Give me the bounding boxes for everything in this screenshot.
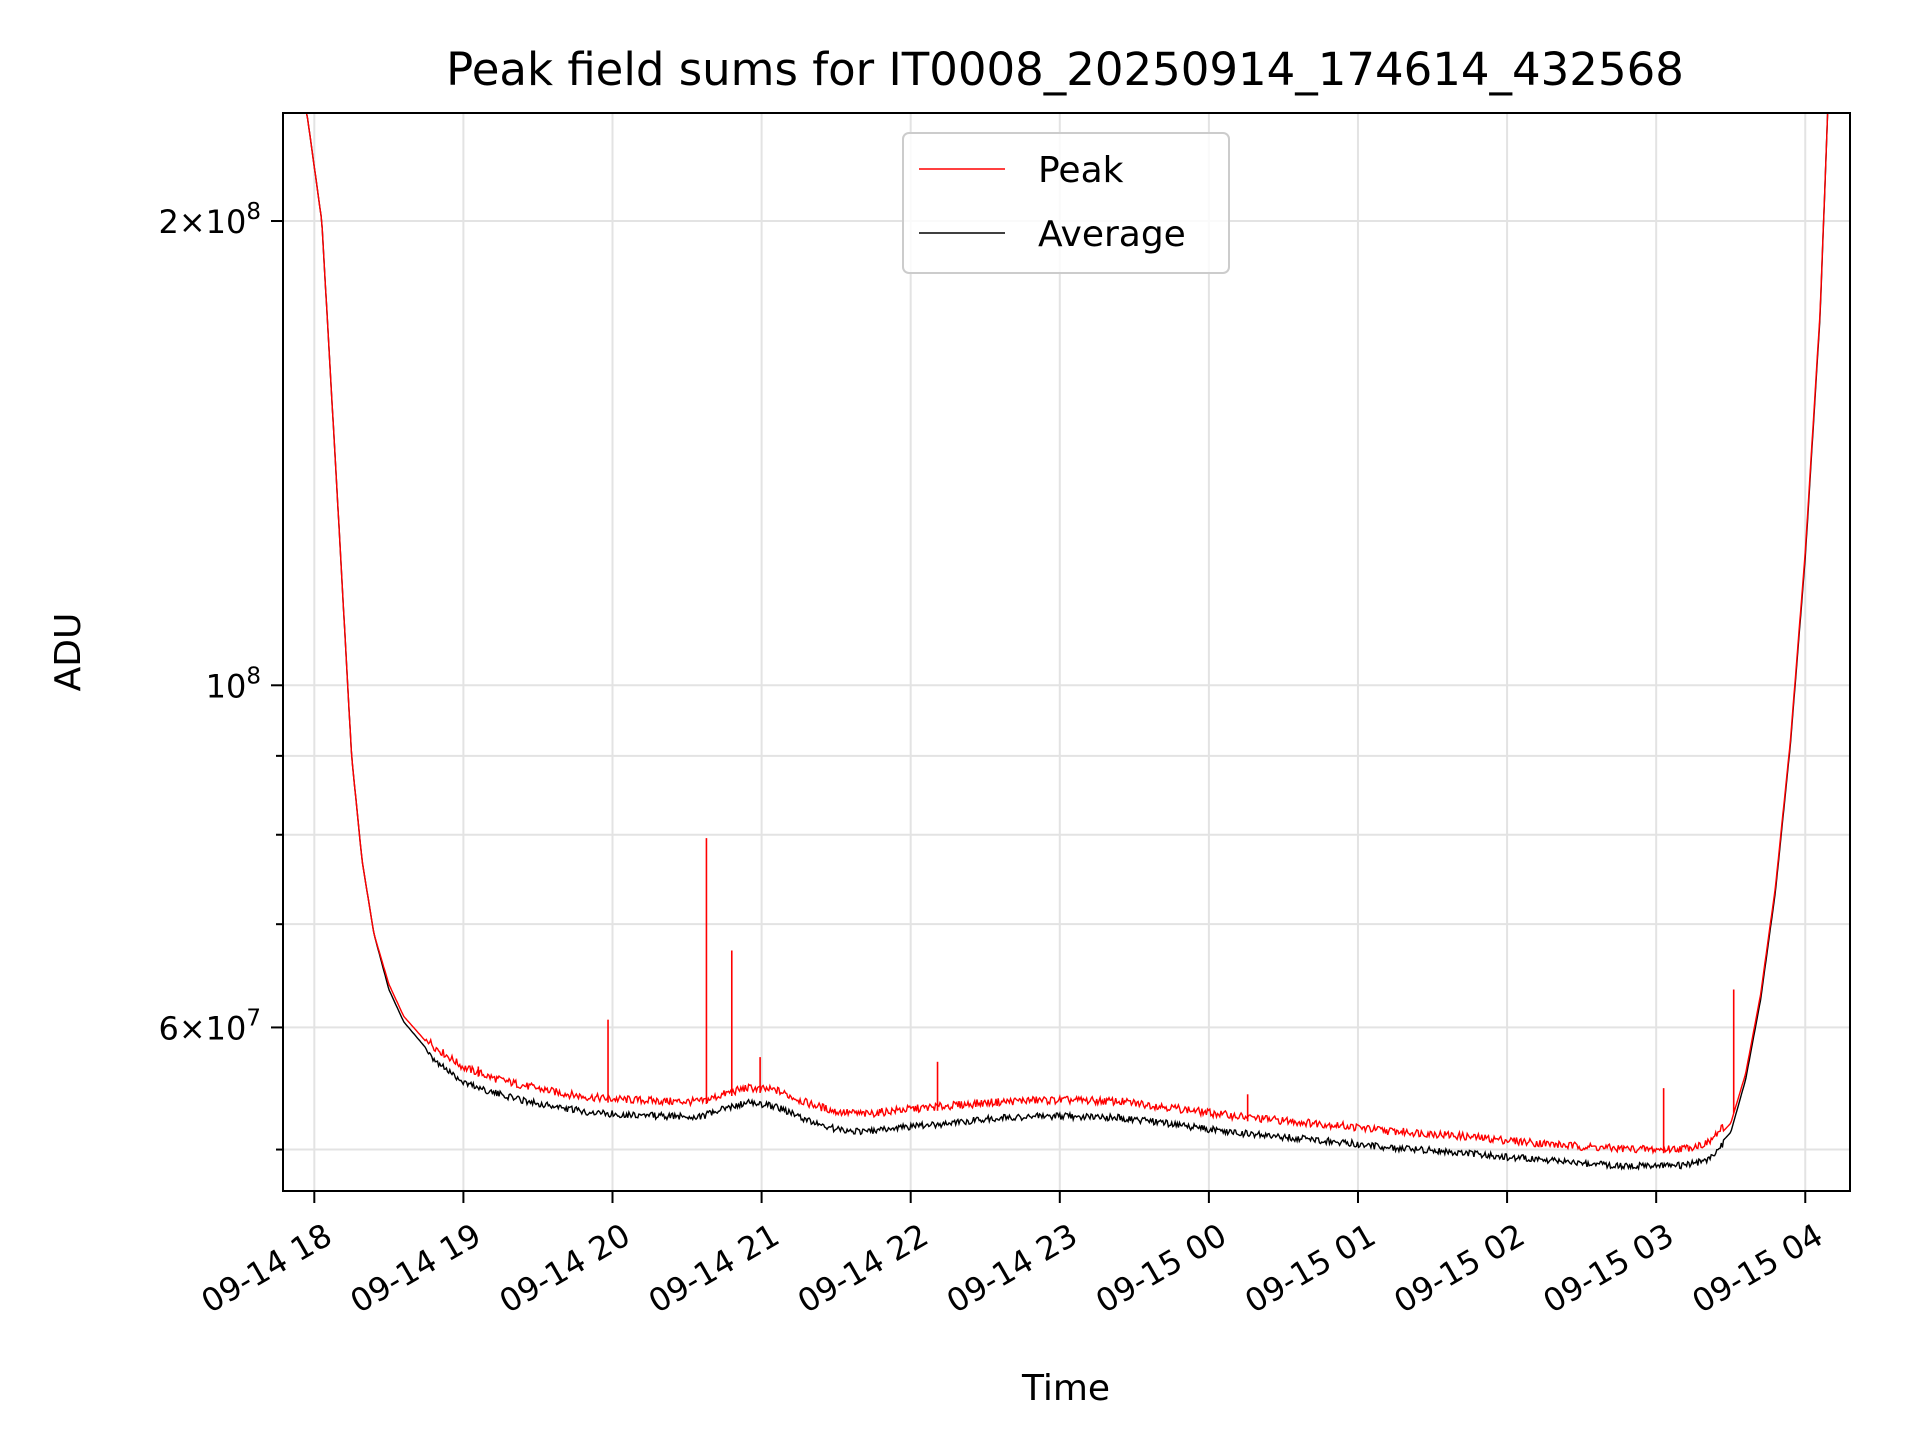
legend: Peak Average: [902, 132, 1230, 274]
series-line-peak: [283, 113, 1850, 1155]
legend-peak-label: Peak: [1038, 150, 1124, 191]
chart-title: Peak field sums for IT0008_20250914_1746…: [446, 43, 1684, 96]
series-layer: [283, 113, 1850, 1171]
x-axis-label: Time: [1021, 1368, 1110, 1409]
plot-area-frame: [282, 112, 1851, 1192]
y-tick-label: 6×107: [158, 1005, 261, 1047]
series-line-average: [283, 113, 1850, 1171]
legend-box: [902, 132, 1230, 274]
y-axis-ticks: 2×108 108 6×107: [158, 199, 283, 1151]
y-tick-label: 2×108: [158, 199, 261, 241]
grid: [283, 113, 1850, 1191]
legend-average-label: Average: [1038, 214, 1186, 255]
y-axis-label: ADU: [48, 613, 89, 692]
y-tick-label: 108: [206, 663, 261, 705]
